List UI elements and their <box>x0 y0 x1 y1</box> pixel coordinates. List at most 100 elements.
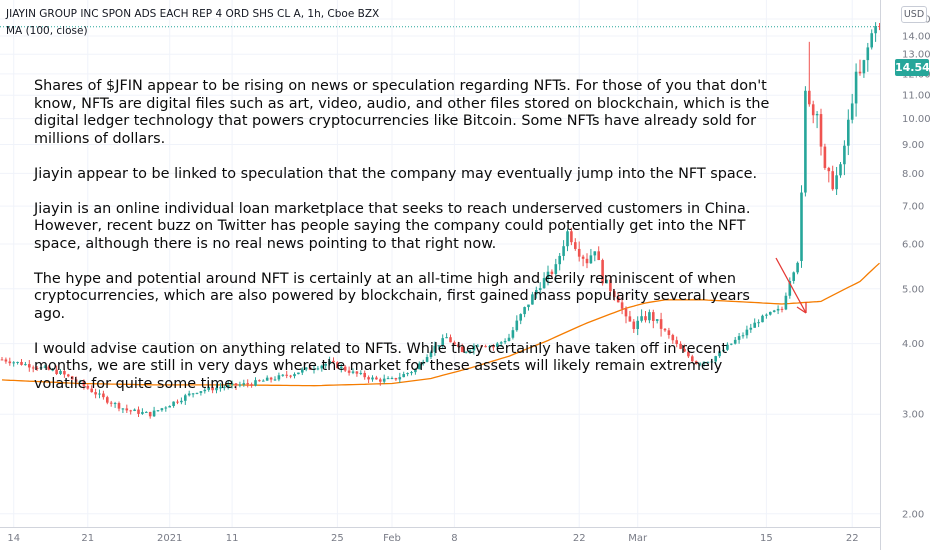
candle-body <box>737 336 741 340</box>
candle-body <box>753 322 756 328</box>
candle-body <box>340 366 343 369</box>
candle-body <box>121 408 125 410</box>
y-tick-label: 6.00 <box>902 240 924 251</box>
candle-body <box>581 256 585 259</box>
candle-body <box>168 405 171 408</box>
candle-body <box>620 302 624 309</box>
candle-body <box>250 384 253 386</box>
candle-body <box>605 279 608 284</box>
candle-body <box>601 260 604 284</box>
candle-body <box>765 314 768 316</box>
x-tick-label: 22 <box>846 533 859 544</box>
note-paragraph-5: I would advise caution on anything relat… <box>34 340 728 392</box>
y-tick-label: 5.00 <box>902 284 924 295</box>
candle-body <box>784 295 788 310</box>
candle-body <box>109 402 113 404</box>
candle-body <box>164 407 168 409</box>
candle-body <box>277 375 281 380</box>
candle-body <box>0 359 4 361</box>
candle-body <box>351 371 355 373</box>
candle-body <box>800 192 803 261</box>
candle-body <box>718 351 721 357</box>
candle-body <box>425 357 429 362</box>
candle-body <box>94 392 97 395</box>
candle-body <box>433 345 437 352</box>
candle-body <box>20 361 23 365</box>
candle-body <box>843 145 846 165</box>
candle-body <box>616 297 620 303</box>
candle-body <box>808 90 811 105</box>
candle-body <box>476 345 480 347</box>
candle-body <box>570 231 573 243</box>
candle-body <box>238 384 242 386</box>
candle-body <box>449 337 452 343</box>
candle-body <box>55 369 58 374</box>
candle-body <box>328 360 331 364</box>
candle-body <box>67 374 70 377</box>
candle-body <box>437 345 441 347</box>
candle-body <box>141 412 144 414</box>
candle-body <box>35 367 39 369</box>
candle-body <box>499 342 503 344</box>
candle-body <box>125 408 129 411</box>
candle-body <box>675 340 678 344</box>
y-tick-label: 8.00 <box>902 169 924 180</box>
candle-body <box>160 408 164 411</box>
candle-body <box>31 367 35 369</box>
candle-body <box>683 348 686 352</box>
candle-body <box>550 271 554 274</box>
candle-body <box>562 246 565 256</box>
candle-body <box>246 383 249 385</box>
candle-body <box>862 60 866 74</box>
candle-body <box>398 377 402 380</box>
candle-body <box>394 378 398 380</box>
candle-body <box>445 337 448 339</box>
candle-body <box>644 316 647 321</box>
candle-body <box>636 320 639 330</box>
candle-body <box>769 311 772 315</box>
candle-body <box>281 374 285 376</box>
indicator-legend[interactable]: MA (100, close) <box>6 25 88 37</box>
candle-body <box>648 312 651 321</box>
y-tick-label: 2.00 <box>902 509 924 520</box>
note-paragraph-4: The hype and potential around NFT is cer… <box>34 270 750 322</box>
candle-body <box>145 411 148 413</box>
candle-body <box>156 410 160 412</box>
currency-button[interactable]: USD <box>901 6 927 23</box>
candle-body <box>659 319 663 329</box>
candle-body <box>577 248 581 257</box>
candle-body <box>745 329 749 336</box>
x-tick-label: 22 <box>573 533 586 544</box>
x-tick-label: 8 <box>451 533 457 544</box>
candle-body <box>554 264 558 274</box>
candle-body <box>215 387 218 391</box>
y-tick-label: 9.00 <box>902 140 924 151</box>
candle-body <box>382 378 386 382</box>
candle-body <box>199 391 203 393</box>
candle-body <box>316 368 320 370</box>
candle-body <box>839 164 842 176</box>
candle-body <box>359 372 363 374</box>
annotation-arrow-head <box>796 302 807 314</box>
symbol-title[interactable]: JIAYIN GROUP INC SPON ADS EACH REP 4 ORD… <box>6 8 380 20</box>
candle-body <box>640 316 643 321</box>
candle-body <box>304 367 308 370</box>
candle-body <box>523 307 526 315</box>
y-tick-label: 3.00 <box>902 410 924 421</box>
candle-body <box>308 367 312 370</box>
candle-body <box>870 33 873 48</box>
candle-body <box>671 335 675 341</box>
candle-body <box>866 47 870 61</box>
y-tick-label: 7.00 <box>902 202 924 213</box>
candle-body <box>203 389 207 392</box>
candle-body <box>749 327 753 330</box>
candle-body <box>82 381 86 386</box>
candle-body <box>757 322 760 324</box>
candle-body <box>542 278 546 289</box>
candle-body <box>262 380 265 382</box>
candle-body <box>655 319 659 321</box>
candle-body <box>628 316 632 322</box>
candle-body <box>831 171 834 190</box>
